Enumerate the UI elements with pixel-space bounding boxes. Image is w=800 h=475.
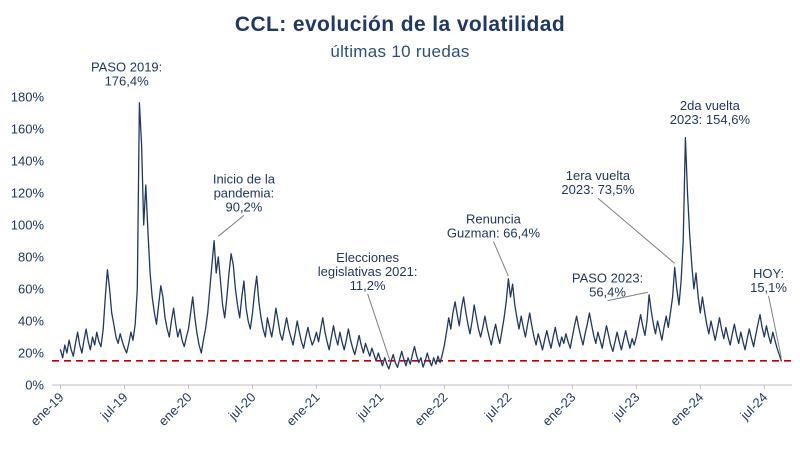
annotation-label: 1era vuelta 2023: 73,5% xyxy=(561,168,634,197)
annotation-leader-line xyxy=(597,197,676,264)
y-axis-label: 100% xyxy=(11,218,45,233)
x-axis-label: ene-23 xyxy=(539,390,578,429)
x-axis-label: ene-22 xyxy=(411,390,450,429)
chart-title: CCL: evolución de la volatilidad xyxy=(234,13,566,36)
annotation-label: PASO 2023: 56,4% xyxy=(572,271,643,300)
x-axis-label: jul-22 xyxy=(481,390,515,424)
volatility-line xyxy=(59,102,782,370)
y-axis-label: 120% xyxy=(11,186,45,201)
x-axis-label: jul-20 xyxy=(225,390,259,424)
volatility-line-chart: ene-19 jul-19 ene-20 jul-20 ene-21 jul-21 ene-… xyxy=(11,59,792,429)
annotation-label: Renuncia Guzman: 66,4% xyxy=(447,211,541,240)
annotation-leader-line xyxy=(768,295,782,358)
y-axis-label: 140% xyxy=(11,154,45,169)
y-axis-label: 0% xyxy=(25,378,44,393)
x-axis-label: jul-19 xyxy=(97,390,131,424)
x-axis-label: ene-21 xyxy=(283,390,322,429)
annotation-leader-line xyxy=(492,241,509,277)
y-axis-label: 20% xyxy=(18,346,44,361)
annotation-label: HOY: 15,1% xyxy=(750,266,787,295)
y-axis-label: 60% xyxy=(18,282,44,297)
annotation-label: PASO 2019: 176,4% xyxy=(91,59,162,88)
chart-subtitle: últimas 10 ruedas xyxy=(330,42,470,61)
y-axis-label: 80% xyxy=(18,250,44,265)
annotation-leader-line xyxy=(218,215,245,237)
x-axis-label: jul-23 xyxy=(609,390,643,424)
annotation-label: Elecciones legislativas 2021: 11,2% xyxy=(318,250,418,293)
y-axis-label: 160% xyxy=(11,122,45,137)
y-axis-label: 180% xyxy=(11,90,45,105)
x-axis-label: jul-24 xyxy=(737,390,771,424)
x-axis-label: ene-19 xyxy=(27,390,66,429)
annotation-label: Inicio de la pandemia: 90,2% xyxy=(213,171,276,214)
x-axis-label: ene-20 xyxy=(155,390,194,429)
y-axis-label: 40% xyxy=(18,314,44,329)
x-axis-label: jul-21 xyxy=(353,390,387,424)
x-axis-label: ene-24 xyxy=(667,390,706,429)
annotation-leader-line xyxy=(367,293,391,362)
annotation-leader-line xyxy=(607,291,649,302)
annotation-label: 2da vuelta 2023: 154,6% xyxy=(670,98,751,127)
